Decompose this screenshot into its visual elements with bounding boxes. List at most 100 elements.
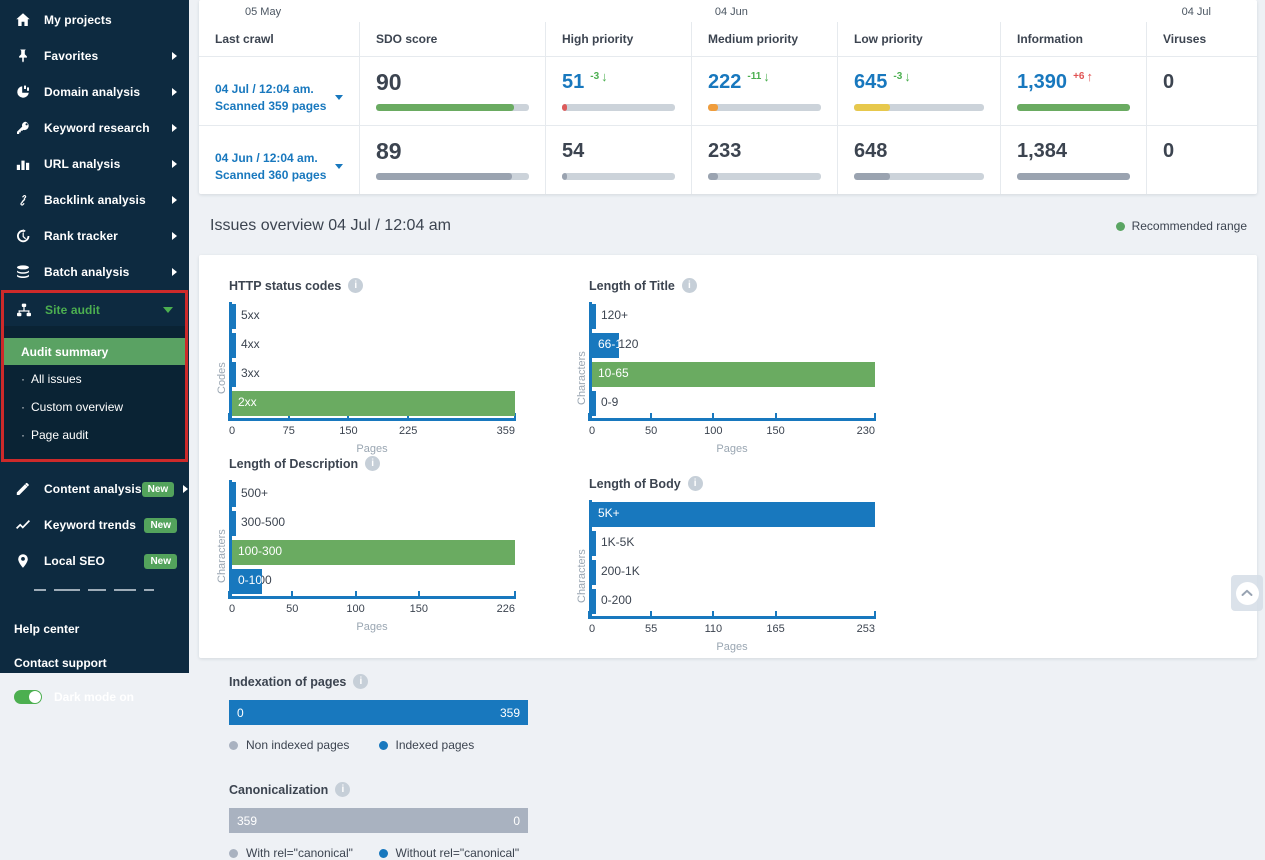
empty-chart-cell bbox=[575, 673, 935, 860]
metric-progress-track bbox=[562, 104, 675, 111]
crawl-timeline: 05 May 04 Jun 04 Jul bbox=[199, 0, 1257, 22]
sidebar-item-backlink-analysis[interactable]: Backlink analysis bbox=[0, 182, 189, 218]
bar-label-inside: 66-120 bbox=[598, 337, 620, 351]
bar-0-100[interactable]: 0-100 bbox=[232, 569, 263, 594]
info-icon[interactable]: i bbox=[365, 456, 381, 471]
hbar-chart: HTTP status codesiCodes5xx5xx4xx4xx3xx3x… bbox=[215, 277, 516, 455]
bar-row: 4xx 4xx bbox=[232, 331, 515, 360]
scroll-to-top-button[interactable] bbox=[1231, 575, 1263, 611]
metric-value[interactable]: 51 bbox=[562, 71, 585, 93]
x-tick-label: 110 bbox=[704, 623, 723, 635]
metric-line: 1,390 +6 ↑ bbox=[1017, 70, 1130, 94]
info-icon[interactable]: i bbox=[335, 782, 351, 797]
charts-grid: HTTP status codesiCodes5xx5xx4xx4xx3xx3x… bbox=[215, 277, 1257, 860]
metric-change: -3 bbox=[590, 71, 600, 82]
bar-66-120[interactable]: 66-120 bbox=[592, 333, 620, 358]
bar-10-65[interactable]: 10-65 bbox=[592, 362, 875, 387]
crawl-date-link[interactable]: 04 Jul / 12:04 am. Scanned 359 pages bbox=[215, 81, 326, 115]
sidebar-item-batch-analysis[interactable]: Batch analysis bbox=[0, 254, 189, 290]
plot-column: 5K+5K+ 1K-5K 1K-5K 200-1K 200-1K 0-200 0-200 0 5… bbox=[588, 500, 876, 653]
chart-title: HTTP status codes bbox=[229, 278, 342, 293]
sidebar-item-favorites[interactable]: Favorites bbox=[0, 38, 189, 74]
crawl-date: 04 Jul / 12:04 am. bbox=[215, 81, 314, 96]
bar-3xx[interactable]: 3xx bbox=[232, 362, 236, 387]
y-axis-label: Characters bbox=[216, 529, 228, 584]
info-icon[interactable]: i bbox=[353, 674, 369, 689]
sidebar-item-keyword-trends[interactable]: Keyword trends New bbox=[0, 507, 189, 543]
bar-120+[interactable]: 120+ bbox=[592, 304, 596, 329]
sidebar-nav-lower: Content analysis New Keyword trends New Loca… bbox=[0, 471, 189, 579]
metric-value[interactable]: 0 bbox=[1163, 140, 1175, 162]
stacked-bar[interactable]: 0 359 bbox=[229, 700, 528, 725]
sidebar-item-rank-tracker[interactable]: Rank tracker bbox=[0, 218, 189, 254]
metric-value[interactable]: 54 bbox=[562, 140, 585, 162]
bar-1K-5K[interactable]: 1K-5K bbox=[592, 531, 596, 556]
metric-value[interactable]: 90 bbox=[376, 69, 402, 95]
metric-progress-fill bbox=[708, 173, 719, 180]
plot-column: 5xx 5xx 4xx 4xx 3xx 3xx 2xx2xx 0 75 150 225 359 Page… bbox=[228, 302, 516, 455]
x-tick-label: 359 bbox=[496, 425, 515, 437]
plot-area: 5xx 5xx 4xx 4xx 3xx 3xx 2xx2xx bbox=[229, 302, 515, 418]
sidebar-item-my-projects[interactable]: My projects bbox=[0, 2, 189, 38]
sidebar-item-label: Backlink analysis bbox=[44, 193, 146, 207]
metric-value[interactable]: 222 bbox=[708, 71, 742, 93]
contact-support-link[interactable]: Contact support bbox=[14, 656, 107, 670]
metric-value[interactable]: 1,390 bbox=[1017, 71, 1068, 93]
metric-progress-fill bbox=[376, 104, 514, 111]
sidebar-item-keyword-research[interactable]: Keyword research bbox=[0, 110, 189, 146]
axis-tick bbox=[774, 611, 777, 619]
sidebar-item-domain-analysis[interactable]: Domain analysis bbox=[0, 74, 189, 110]
timeline-start: 05 May bbox=[245, 6, 282, 18]
bar-0-200[interactable]: 0-200 bbox=[592, 589, 596, 614]
info-icon[interactable]: i bbox=[681, 278, 697, 293]
submenu-item-page-audit[interactable]: · Page audit bbox=[4, 421, 185, 449]
bar-300-500[interactable]: 300-500 bbox=[232, 511, 236, 536]
bar-500+[interactable]: 500+ bbox=[232, 482, 236, 507]
hbar-chart: Length of DescriptioniCharacters500+500+… bbox=[215, 455, 516, 633]
sidebar-item-label: Keyword research bbox=[44, 121, 150, 135]
metric-progress-fill bbox=[854, 173, 891, 180]
submenu-item-custom-overview[interactable]: · Custom overview bbox=[4, 393, 185, 421]
crawl-dropdown-caret[interactable] bbox=[335, 164, 343, 169]
x-tick-labels: 0 55 110 165 253 bbox=[589, 623, 875, 640]
bar-100-300[interactable]: 100-300 bbox=[232, 540, 515, 565]
stacked-bar[interactable]: 359 0 bbox=[229, 808, 528, 833]
submenu-item-all-issues[interactable]: · All issues bbox=[4, 365, 185, 393]
bar-4xx[interactable]: 4xx bbox=[232, 333, 236, 358]
chart-body: Characters500+500+300-500300-500100-3001… bbox=[215, 480, 516, 633]
metric-value[interactable]: 645 bbox=[854, 71, 888, 93]
x-axis-title: Pages bbox=[716, 641, 748, 653]
crawl-date-link[interactable]: 04 Jun / 12:04 am. Scanned 360 pages bbox=[215, 150, 326, 184]
bar-5K+[interactable]: 5K+ bbox=[592, 502, 875, 527]
x-tick-label: 50 bbox=[286, 603, 299, 615]
metric-value[interactable]: 1,384 bbox=[1017, 140, 1068, 162]
submenu-item-audit-summary[interactable]: Audit summary bbox=[4, 338, 185, 365]
help-center-link[interactable]: Help center bbox=[14, 622, 80, 636]
toggle-knob bbox=[29, 691, 41, 703]
info-icon[interactable]: i bbox=[687, 476, 703, 491]
bar-row: 0-200 0-200 bbox=[592, 587, 875, 616]
sidebar-item-label: Batch analysis bbox=[44, 265, 130, 279]
dark-mode-toggle[interactable] bbox=[14, 690, 42, 704]
column-header-low-priority: Low priority bbox=[838, 22, 1001, 56]
metric-value[interactable]: 0 bbox=[1163, 71, 1175, 93]
metric-value[interactable]: 233 bbox=[708, 140, 742, 162]
bar-200-1K[interactable]: 200-1K bbox=[592, 560, 596, 585]
crawl-dropdown-caret[interactable] bbox=[335, 95, 343, 100]
sidebar-item-site-audit[interactable]: Site audit bbox=[4, 293, 185, 326]
bar-0-9[interactable]: 0-9 bbox=[592, 391, 596, 416]
axis-tick bbox=[407, 413, 410, 421]
sidebar-item-content-analysis[interactable]: Content analysis New bbox=[0, 471, 189, 507]
sidebar-item-url-analysis[interactable]: URL analysis bbox=[0, 146, 189, 182]
metric-line: 51 -3 ↓ bbox=[562, 70, 675, 94]
bar-2xx[interactable]: 2xx bbox=[232, 391, 515, 416]
info-icon[interactable]: i bbox=[348, 278, 364, 293]
metric-value[interactable]: 89 bbox=[376, 138, 402, 164]
sidebar-item-local-seo[interactable]: Local SEO New bbox=[0, 543, 189, 579]
crawl-table-body: 04 Jul / 12:04 am. Scanned 359 pages 90 51-… bbox=[199, 57, 1257, 194]
metric-progress-track bbox=[1017, 173, 1130, 180]
axis-tick bbox=[347, 413, 350, 421]
arrow-up-icon: ↑ bbox=[1086, 69, 1093, 84]
metric-value[interactable]: 648 bbox=[854, 140, 888, 162]
bar-5xx[interactable]: 5xx bbox=[232, 304, 236, 329]
